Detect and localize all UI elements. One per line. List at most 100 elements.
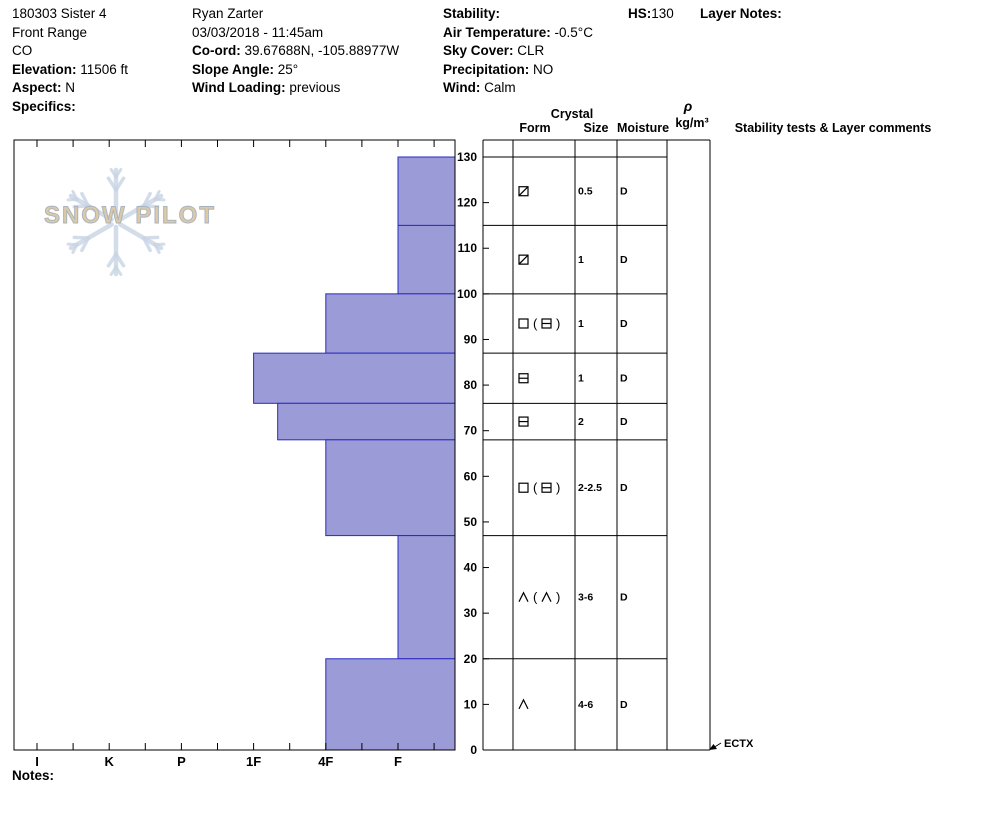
header-col-layer-notes: Layer Notes: <box>700 5 782 24</box>
grain-size: 4-6 <box>578 699 593 711</box>
y-axis-label: 60 <box>464 469 478 483</box>
header-field: Sky Cover: CLR <box>443 43 545 58</box>
plot-border <box>13 139 456 751</box>
grain-size: 1 <box>578 254 584 266</box>
layer-bar <box>325 658 456 751</box>
snowflake-arm <box>114 176 126 192</box>
y-axis-label: 100 <box>457 287 477 301</box>
grain-size: 3-6 <box>578 592 593 604</box>
col-comments-label: Stability tests & Layer comments <box>734 121 932 135</box>
snowflake-arm <box>72 235 91 240</box>
moisture: D <box>620 318 628 330</box>
header-field: Ryan Zarter <box>192 6 264 21</box>
header-col-conditions: Stability: Air Temperature: -0.5°C Sky Cov… <box>443 5 593 98</box>
y-axis-label: 120 <box>457 196 477 210</box>
paren-close: ) <box>556 590 560 605</box>
y-axis-label: 90 <box>464 332 478 346</box>
y-axis-label: 70 <box>464 424 478 438</box>
header-field: Front Range <box>12 24 88 40</box>
moisture: D <box>620 416 628 428</box>
header-field: 03/03/2018 - 11:45am <box>192 24 324 40</box>
y-axis-label: 80 <box>464 378 478 392</box>
header-field: Wind Loading: previous <box>192 80 341 95</box>
layer-bar <box>397 156 456 226</box>
y-axis-label: 10 <box>464 697 478 711</box>
header-field: 180303 Sister 4 <box>12 6 107 21</box>
moisture: D <box>620 373 628 385</box>
header-field: Wind: Calm <box>443 80 516 95</box>
header-field: CO <box>12 43 33 58</box>
paren-open: ( <box>533 316 538 331</box>
header-field: Slope Angle: 25° <box>192 61 299 77</box>
header-field: Elevation: 11506 ft <box>12 61 129 77</box>
y-axis-label: 130 <box>457 150 477 164</box>
grain-size: 1 <box>578 318 584 330</box>
snowflake-arm <box>141 191 152 208</box>
grain-form-square-slash <box>518 254 529 265</box>
y-axis-label: 50 <box>464 515 478 529</box>
x-axis-label: 1F <box>246 754 261 769</box>
snowflake-arm <box>80 191 91 208</box>
header-field: Aspect: N <box>12 80 76 95</box>
logo-text: SNOW PILOT <box>44 202 216 230</box>
grain-form-square <box>518 318 529 329</box>
grain-form-square <box>518 482 529 493</box>
col-moisture-label: Moisture <box>616 121 670 135</box>
layer-bar <box>397 224 456 295</box>
moisture: D <box>620 254 628 266</box>
x-axis-label: 4F <box>318 754 333 769</box>
snowflake-arm <box>106 252 118 268</box>
moisture: D <box>620 482 628 494</box>
layer-bar <box>253 352 456 404</box>
snowflake-arm <box>72 204 91 209</box>
snowflake-arm <box>153 243 161 254</box>
paren-close: ) <box>556 316 560 331</box>
stability-test-arrowhead <box>709 744 717 750</box>
moisture: D <box>620 186 628 198</box>
header-col-location: 180303 Sister 4 Front Range CO Elevation: 1… <box>12 5 128 116</box>
grain-size: 0.5 <box>578 186 593 198</box>
grain-form-slash <box>518 186 529 197</box>
snowflake-arm <box>141 204 160 209</box>
header-field: Specifics: <box>12 98 76 114</box>
header-col-observer: Ryan Zarter 03/03/2018 - 11:45am Co-ord: 3… <box>192 5 399 98</box>
grain-form-caret <box>518 698 529 710</box>
grain-form-slash <box>518 254 529 265</box>
notes-label: Notes: <box>12 768 55 783</box>
header-field: Air Temperature: -0.5°C <box>443 24 593 40</box>
header-field: Co-ord: 39.67688N, -105.88977W <box>192 43 400 58</box>
col-size-label: Size <box>583 121 609 135</box>
grain-form-square-slash <box>518 186 529 197</box>
x-axis-label: F <box>394 754 402 769</box>
snowpilot-logo: SNOW PILOT <box>38 166 268 281</box>
snowflake-arm <box>141 236 152 253</box>
grain-form-caret <box>518 591 529 602</box>
snowflake-arm <box>141 235 160 240</box>
col-density-symbol: ρ <box>683 98 693 114</box>
x-axis-label: I <box>35 754 39 769</box>
paren-close: ) <box>556 480 560 495</box>
paren-open: ( <box>533 480 538 495</box>
x-axis-label: P <box>177 754 186 769</box>
snowflake-arm <box>71 190 79 201</box>
snowflake-arm <box>109 265 118 277</box>
header-field: HS:130 <box>628 6 674 21</box>
y-axis-label: 110 <box>458 241 478 255</box>
paren-open: ( <box>533 590 538 605</box>
header-field: Precipitation: NO <box>443 61 554 77</box>
snowflake-arm <box>80 236 91 253</box>
header-col-hs: HS:130 <box>628 5 674 24</box>
col-form-label: Form <box>519 121 551 135</box>
x-axis-label: K <box>105 754 115 769</box>
header-field: Stability: <box>443 6 501 21</box>
snowflake-icon <box>66 167 166 277</box>
col-crystal-label: Crystal <box>550 107 594 121</box>
snowflake-arm <box>114 252 126 268</box>
layer-bar <box>397 535 456 660</box>
y-axis-label: 20 <box>464 652 478 666</box>
col-density-units: kg/m³ <box>675 116 709 130</box>
grain-form-caret <box>541 591 552 602</box>
moisture: D <box>620 592 628 604</box>
